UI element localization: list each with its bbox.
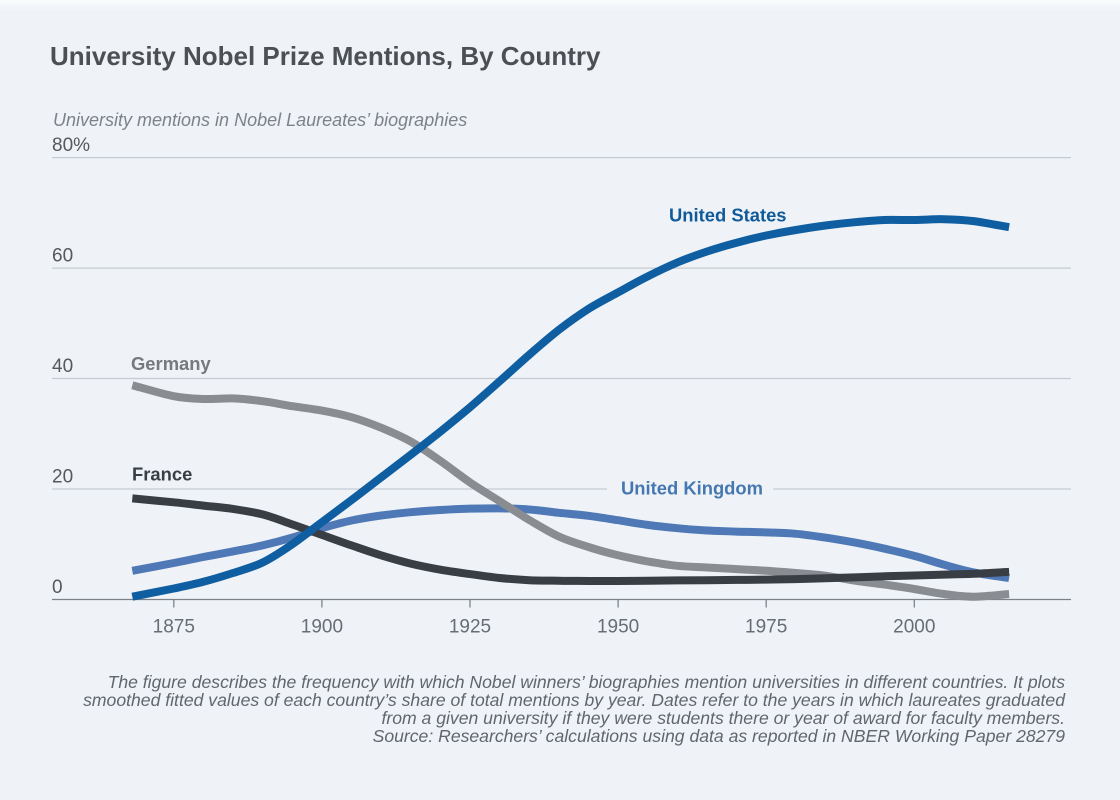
svg-text:80%: 80% [52, 135, 90, 156]
svg-text:Germany: Germany [131, 353, 212, 374]
svg-text:2000: 2000 [893, 617, 935, 638]
svg-text:20: 20 [52, 467, 73, 488]
svg-text:1925: 1925 [449, 617, 491, 638]
svg-text:France: France [132, 463, 192, 484]
svg-text:1975: 1975 [745, 617, 787, 638]
svg-text:United Kingdom: United Kingdom [621, 477, 763, 498]
svg-text:1900: 1900 [301, 617, 343, 638]
svg-text:United States: United States [669, 204, 787, 225]
svg-text:40: 40 [52, 356, 73, 377]
svg-text:1950: 1950 [597, 617, 639, 638]
svg-text:0: 0 [52, 577, 63, 598]
svg-text:60: 60 [52, 246, 73, 267]
svg-text:1875: 1875 [153, 617, 195, 638]
